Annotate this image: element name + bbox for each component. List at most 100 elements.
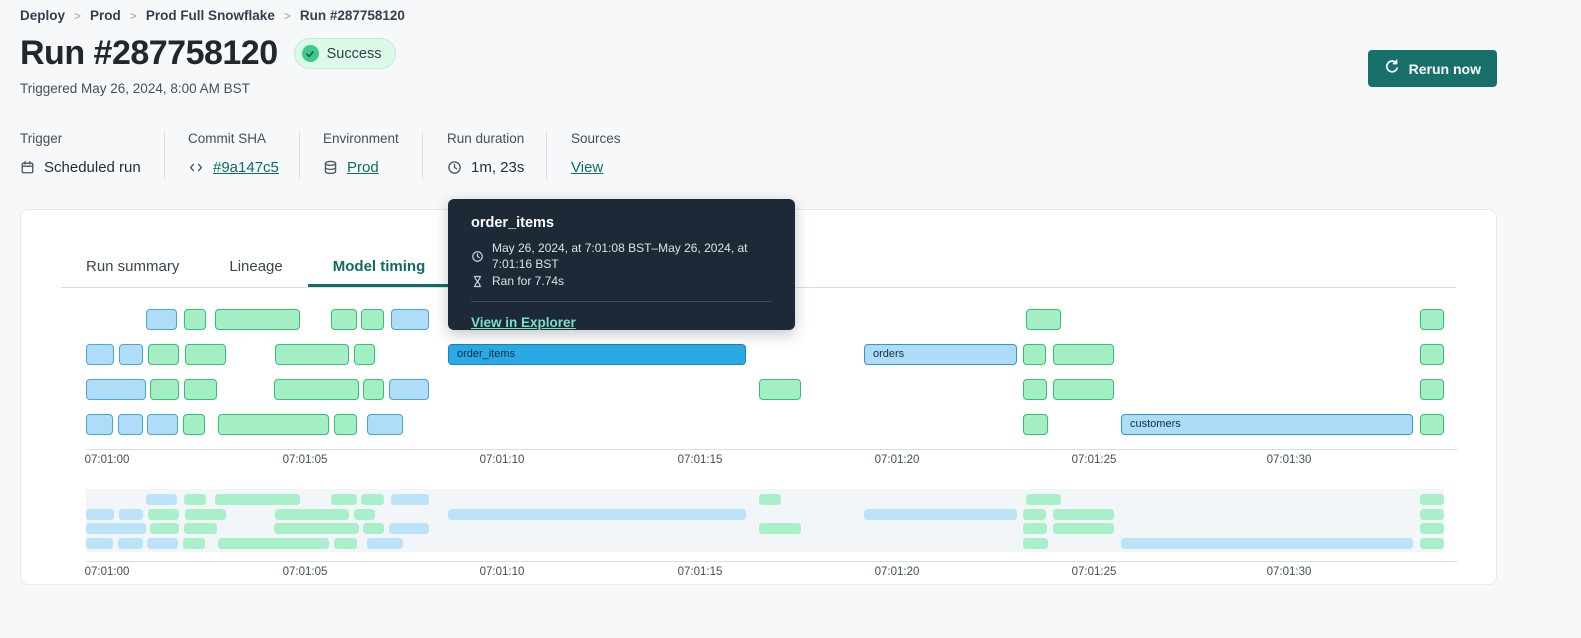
gantt-bar-customers[interactable]: customers — [1121, 414, 1413, 435]
minimap-bar[interactable] — [390, 494, 429, 505]
minimap-bar[interactable] — [1023, 523, 1047, 534]
gantt-bar[interactable] — [363, 379, 384, 400]
minimap-bar[interactable] — [334, 537, 357, 549]
minimap-bar[interactable] — [86, 523, 146, 534]
time-axis-tick-label: 07:01:10 — [479, 454, 525, 466]
minimap-bar[interactable] — [274, 523, 359, 534]
gantt-bar[interactable] — [1420, 309, 1444, 330]
gantt-bar[interactable] — [1053, 379, 1114, 400]
gantt-bar[interactable] — [366, 414, 403, 435]
info-column-trigger: Trigger Scheduled run — [20, 131, 141, 176]
minimap-bar[interactable] — [1420, 494, 1444, 505]
gantt-bar[interactable] — [150, 379, 179, 400]
breadcrumb-item[interactable]: Prod — [90, 8, 121, 23]
gantt-bar[interactable] — [1420, 344, 1444, 365]
minimap-bar[interactable] — [184, 494, 206, 505]
gantt-bar[interactable] — [118, 344, 143, 365]
minimap-bar[interactable] — [185, 508, 226, 520]
minimap-bar[interactable] — [1420, 523, 1444, 534]
gantt-bar[interactable] — [334, 414, 357, 435]
minimap-bar[interactable] — [183, 537, 205, 549]
minimap-bar[interactable] — [146, 494, 177, 505]
gantt-bar[interactable] — [1026, 309, 1061, 330]
gantt-bar[interactable] — [1420, 379, 1444, 400]
minimap-bar[interactable] — [150, 523, 179, 534]
breadcrumb-item: Run #287758120 — [299, 8, 405, 23]
minimap-bar[interactable] — [1053, 508, 1114, 520]
gantt-bar[interactable] — [184, 379, 217, 400]
minimap-bar[interactable] — [389, 523, 429, 534]
tab-run-summary[interactable]: Run summary — [86, 258, 180, 275]
minimap-bar[interactable] — [354, 508, 375, 520]
gantt-bar[interactable] — [1023, 414, 1048, 435]
minimap-bar[interactable] — [86, 508, 114, 520]
time-axis-line — [86, 449, 1458, 450]
gantt-bar[interactable] — [118, 414, 143, 435]
breadcrumb-item[interactable]: Prod Full Snowflake — [145, 8, 275, 23]
time-axis-tick-label: 07:01:20 — [874, 454, 920, 466]
minimap-bar[interactable] — [86, 537, 113, 549]
gantt-bar[interactable] — [759, 379, 801, 400]
minimap-bar[interactable] — [184, 523, 217, 534]
minimap-bar[interactable] — [1023, 537, 1048, 549]
minimap-bar[interactable] — [147, 537, 178, 549]
gantt-bar[interactable] — [331, 309, 357, 330]
gantt-bar[interactable] — [354, 344, 375, 365]
gantt-bar[interactable] — [86, 379, 146, 400]
tab-model-timing[interactable]: Model timing — [307, 249, 451, 287]
minimap-bar[interactable] — [1121, 537, 1413, 549]
minimap-row — [86, 508, 1458, 520]
gantt-bar[interactable] — [217, 414, 329, 435]
minimap-bar[interactable] — [148, 508, 179, 520]
gantt-bar[interactable] — [389, 379, 429, 400]
gantt-bar[interactable] — [361, 309, 384, 330]
minimap-bar[interactable] — [275, 508, 349, 520]
gantt-bar-order_items[interactable]: order_items — [448, 344, 746, 365]
minimap-bar[interactable] — [215, 494, 300, 505]
minimap-bar[interactable] — [1026, 494, 1061, 505]
minimap-bar[interactable] — [448, 508, 746, 520]
gantt-bar[interactable] — [1023, 344, 1046, 365]
info-value-link[interactable]: View — [571, 159, 604, 176]
gantt-bar[interactable] — [183, 414, 205, 435]
gantt-bar[interactable] — [1420, 414, 1444, 435]
minimap-bar[interactable] — [118, 508, 143, 520]
minimap-bar[interactable] — [366, 537, 403, 549]
minimap-bar[interactable] — [217, 537, 329, 549]
minimap-bar[interactable] — [331, 494, 357, 505]
minimap-bar[interactable] — [759, 523, 801, 534]
minimap-bar[interactable] — [363, 523, 384, 534]
gantt-bar[interactable] — [146, 309, 177, 330]
info-divider — [299, 132, 300, 179]
gantt-bar[interactable] — [185, 344, 226, 365]
gantt-bar[interactable] — [147, 414, 178, 435]
gantt-bar[interactable] — [390, 309, 429, 330]
minimap-bar[interactable] — [1420, 508, 1444, 520]
gantt-bar[interactable] — [215, 309, 300, 330]
tab-lineage[interactable]: Lineage — [229, 258, 283, 275]
view-in-explorer-link[interactable]: View in Explorer — [471, 315, 576, 330]
gantt-bar[interactable] — [275, 344, 349, 365]
gantt-bar[interactable] — [1023, 379, 1047, 400]
info-column-environment: Environment Prod — [323, 131, 399, 176]
info-value-link[interactable]: Prod — [347, 159, 379, 176]
gantt-bar[interactable] — [86, 414, 113, 435]
minimap-bar[interactable] — [1023, 508, 1046, 520]
breadcrumb-item[interactable]: Deploy — [20, 8, 66, 23]
rerun-now-button[interactable]: Rerun now — [1367, 50, 1497, 87]
minimap-axis-line — [86, 561, 1458, 562]
gantt-bar[interactable] — [86, 344, 114, 365]
gantt-bar[interactable] — [1053, 344, 1114, 365]
minimap-bar[interactable] — [1420, 537, 1444, 549]
calendar-icon — [20, 160, 35, 175]
minimap-bar[interactable] — [1053, 523, 1114, 534]
gantt-bar[interactable] — [274, 379, 359, 400]
minimap-bar[interactable] — [864, 508, 1017, 520]
info-value-link[interactable]: #9a147c5 — [213, 159, 279, 176]
gantt-bar-orders[interactable]: orders — [864, 344, 1017, 365]
minimap-bar[interactable] — [759, 494, 781, 505]
gantt-bar[interactable] — [148, 344, 179, 365]
gantt-bar[interactable] — [184, 309, 206, 330]
minimap-bar[interactable] — [118, 537, 143, 549]
minimap-bar[interactable] — [361, 494, 384, 505]
